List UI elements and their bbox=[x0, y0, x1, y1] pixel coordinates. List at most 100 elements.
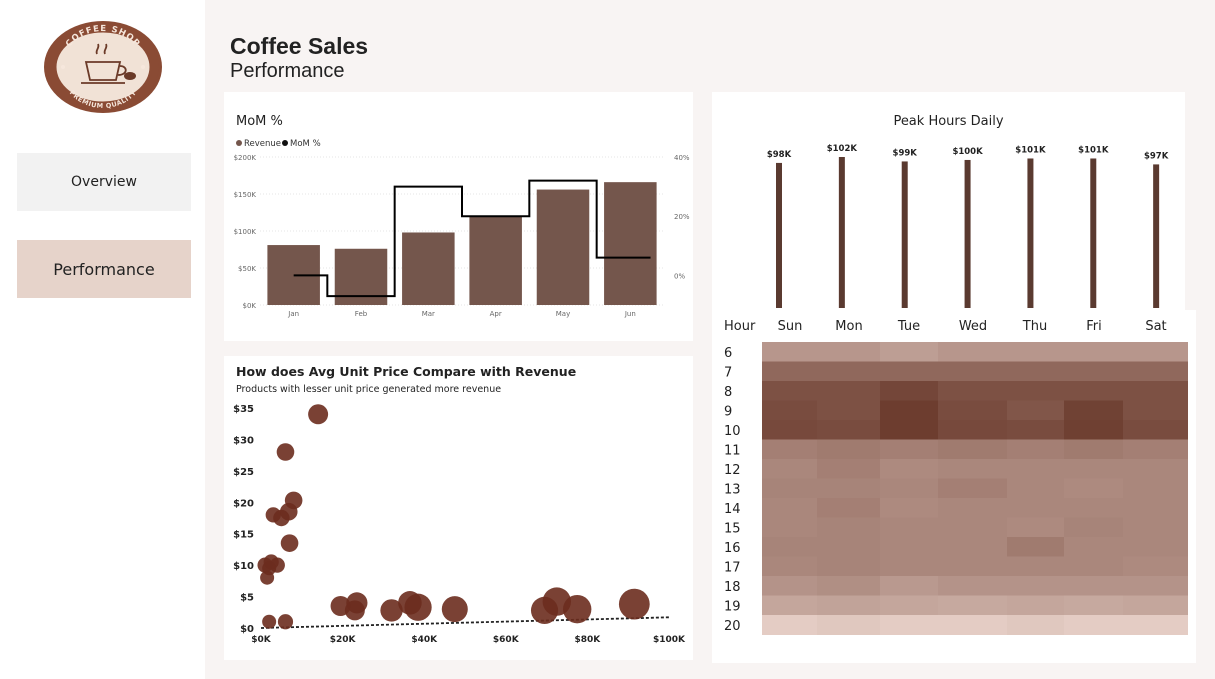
y2-tick-label: 0% bbox=[674, 272, 685, 280]
peak-bar-label: $101K bbox=[1015, 145, 1046, 155]
heatmap-column-label: Fri bbox=[1086, 319, 1102, 334]
heatmap-cell bbox=[1064, 556, 1123, 577]
mom-chart: Revenue MoM % $0K $50K $100K $150K $200K 0% 20% 4… bbox=[234, 139, 690, 318]
peak-bar bbox=[1027, 158, 1034, 308]
heatmap-row-label: 18 bbox=[724, 580, 741, 595]
heatmap-column-label: Sat bbox=[1145, 319, 1166, 334]
heatmap-cell bbox=[938, 556, 1007, 577]
heatmap-cell bbox=[1123, 517, 1188, 538]
coffee-bean-icon bbox=[124, 72, 136, 80]
heatmap-cell bbox=[1007, 342, 1064, 362]
heatmap-cell bbox=[1064, 595, 1123, 616]
peak-bar bbox=[1153, 164, 1160, 308]
heatmap-cell bbox=[880, 537, 938, 557]
heatmap-cell bbox=[1007, 595, 1064, 616]
heatmap-cell bbox=[817, 459, 880, 479]
heatmap-row-label: 17 bbox=[724, 561, 741, 576]
heatmap-cell bbox=[762, 556, 817, 577]
heatmap-cell bbox=[762, 537, 817, 557]
heatmap-cell bbox=[1007, 615, 1064, 635]
heatmap-cell bbox=[1123, 400, 1188, 421]
heatmap-cell bbox=[880, 361, 938, 382]
heatmap-cell bbox=[1123, 595, 1188, 616]
y-tick-label: $100K bbox=[234, 228, 257, 236]
scatter-point bbox=[277, 614, 294, 630]
heatmap-cell bbox=[880, 478, 938, 499]
x-tick-label: Feb bbox=[355, 310, 368, 318]
peak-bar-label: $100K bbox=[952, 147, 983, 157]
peak-hours-title: Peak Hours Daily bbox=[893, 114, 1004, 129]
heatmap-cell bbox=[817, 400, 880, 421]
heatmap-cell bbox=[762, 361, 817, 382]
heatmap-cell bbox=[1064, 615, 1123, 635]
heatmap-cell bbox=[817, 381, 880, 401]
nav-performance-button[interactable]: Performance bbox=[17, 240, 191, 298]
peak-bar-label: $97K bbox=[1144, 151, 1169, 161]
peak-bar bbox=[776, 162, 782, 308]
heatmap-cell bbox=[1007, 537, 1064, 557]
trendline bbox=[260, 616, 670, 629]
heatmap-chart: Hour Sun Mon Tue Wed Thu Fri Sat 6 7 8 9 10 11 12 13 14 1… bbox=[724, 319, 1188, 635]
peak-bar-label: $98K bbox=[767, 150, 792, 160]
y-tick-label: $0K bbox=[243, 302, 257, 310]
x-tick-label: $40K bbox=[411, 635, 438, 645]
page-title: Coffee Sales bbox=[230, 33, 369, 59]
heatmap-cell bbox=[1123, 498, 1188, 518]
heatmap-cell bbox=[1064, 342, 1123, 362]
heatmap-cell bbox=[938, 576, 1007, 596]
heatmap-column-label: Mon bbox=[835, 319, 862, 334]
heatmap-cell bbox=[880, 615, 938, 635]
scatter-card-title: How does Avg Unit Price Compare with Rev… bbox=[236, 364, 577, 379]
heatmap-cell bbox=[938, 478, 1007, 499]
scatter-point bbox=[563, 594, 592, 624]
peak-bar-label: $101K bbox=[1078, 145, 1109, 155]
scatter-point bbox=[404, 593, 432, 621]
heatmap-cell bbox=[1123, 576, 1188, 596]
heatmap-cell bbox=[1123, 478, 1188, 499]
x-tick-label: $20K bbox=[330, 635, 357, 645]
heatmap-cell bbox=[938, 400, 1007, 421]
heatmap-cell bbox=[938, 517, 1007, 538]
scatter-point bbox=[441, 596, 468, 623]
x-tick-label: $60K bbox=[493, 635, 520, 645]
heatmap-cell bbox=[762, 342, 817, 362]
mom-card-title: MoM % bbox=[236, 114, 283, 129]
heatmap-row-label: 9 bbox=[724, 405, 732, 420]
y-tick-label: $5 bbox=[240, 593, 254, 604]
x-tick-label: Jan bbox=[287, 310, 299, 318]
heatmap-cell bbox=[880, 439, 938, 460]
heatmap-cell bbox=[762, 498, 817, 518]
x-tick-label: $0K bbox=[251, 635, 272, 645]
heatmap-cell bbox=[1007, 498, 1064, 518]
heatmap-cell bbox=[762, 595, 817, 616]
heatmap-cell bbox=[1064, 478, 1123, 499]
revenue-bar bbox=[402, 232, 455, 305]
mom-line bbox=[293, 179, 651, 298]
heatmap-cell bbox=[1007, 576, 1064, 596]
heatmap-cell bbox=[938, 439, 1007, 460]
legend-mom-label: MoM % bbox=[290, 139, 321, 149]
y-tick-label: $35 bbox=[233, 404, 254, 415]
heatmap-cell bbox=[1007, 556, 1064, 577]
heatmap-cell bbox=[1123, 556, 1188, 577]
heatmap-cell bbox=[817, 498, 880, 518]
heatmap-cell bbox=[1123, 381, 1188, 401]
heatmap-cell bbox=[938, 537, 1007, 557]
heatmap-cell bbox=[817, 556, 880, 577]
revenue-bar bbox=[469, 216, 522, 305]
heatmap-cell bbox=[1064, 381, 1123, 401]
heatmap-cell bbox=[762, 439, 817, 460]
nav-overview-button[interactable]: Overview bbox=[17, 153, 191, 211]
heatmap-cell bbox=[1064, 537, 1123, 557]
heatmap-column-label: Thu bbox=[1022, 319, 1047, 334]
heatmap-cell bbox=[880, 420, 938, 440]
heatmap-cell bbox=[880, 400, 938, 421]
heatmap-cell bbox=[880, 576, 938, 596]
heatmap-cell bbox=[1064, 576, 1123, 596]
peak-bar-label: $102K bbox=[827, 144, 858, 154]
peak-bar bbox=[964, 159, 971, 308]
heatmap-row-label: 13 bbox=[724, 483, 741, 498]
scatter-chart: $0 $5 $10 $15 $20 $25 $30 $35 $0K $20K $40K $60K $80… bbox=[233, 404, 686, 645]
y-tick-label: $200K bbox=[234, 154, 257, 162]
y-tick-label: $30 bbox=[233, 435, 254, 446]
